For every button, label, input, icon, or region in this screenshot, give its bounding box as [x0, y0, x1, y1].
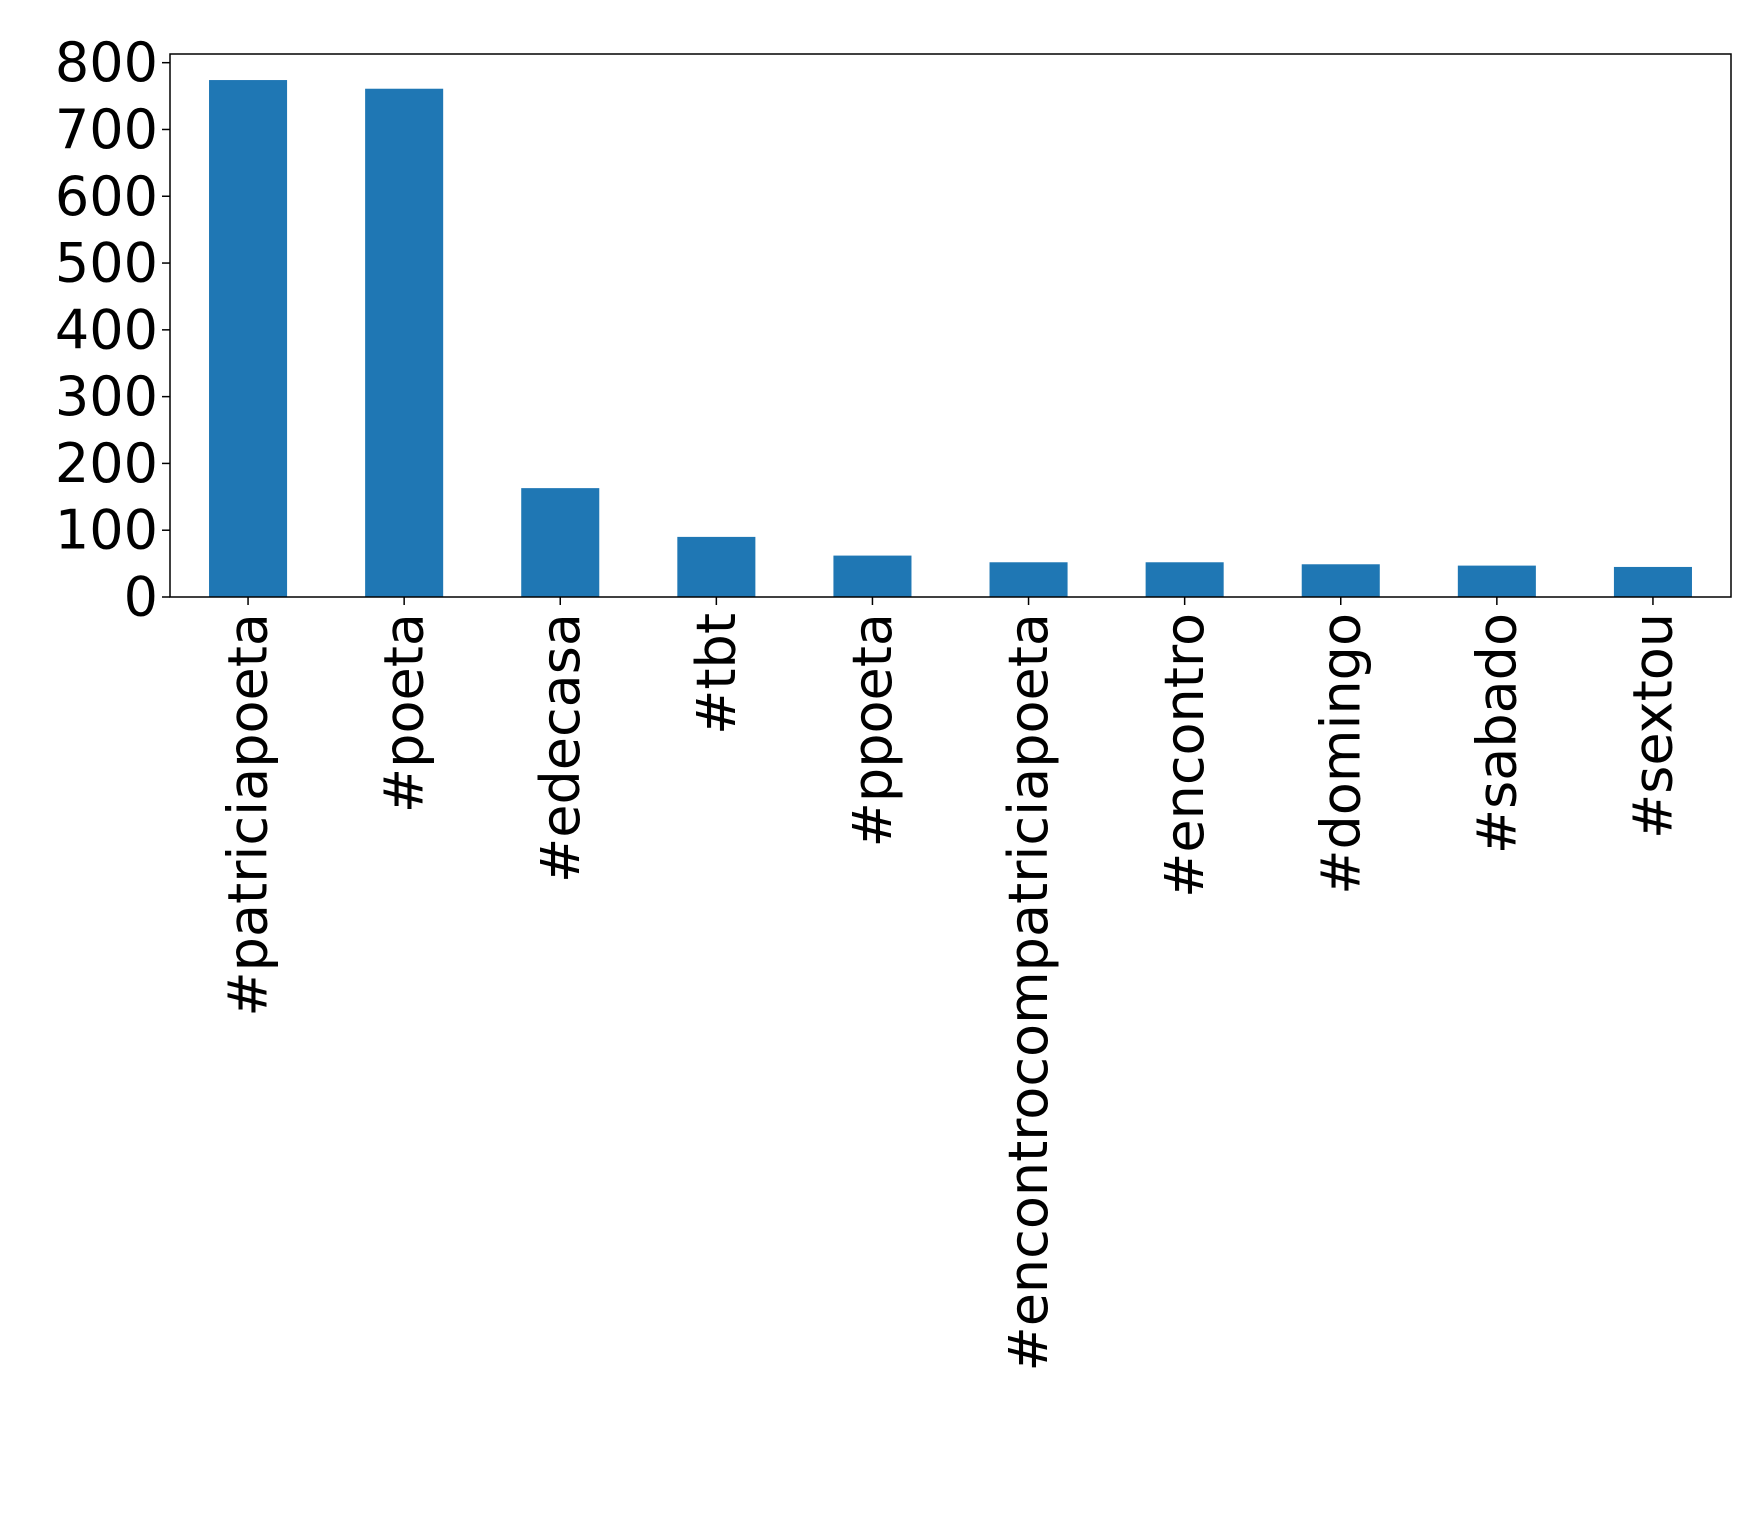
x-tick-label: #ppoeta — [841, 613, 904, 847]
bars-layer — [209, 80, 1692, 598]
bar-sextou — [1613, 566, 1692, 597]
x-axis: #patriciapoeta #poeta #edecasa #tbt #ppoeta #… — [217, 597, 1684, 1372]
bar-patriciapoeta — [209, 80, 288, 597]
y-tick-label: 300 — [55, 365, 158, 428]
bar-poeta — [365, 88, 444, 598]
x-tick-label: #sextou — [1621, 613, 1684, 839]
y-tick-label: 400 — [55, 298, 158, 361]
y-tick-label: 700 — [55, 98, 158, 161]
x-tick-label: #edecasa — [529, 613, 592, 883]
x-tick-label: #encontrocompatriciapoeta — [997, 613, 1060, 1372]
bar-encontro — [1145, 562, 1224, 597]
x-tick-label: #poeta — [373, 613, 436, 813]
y-tick-label: 100 — [55, 499, 158, 562]
x-tick-label: #domingo — [1309, 613, 1372, 895]
bar-tbt — [677, 536, 756, 597]
x-tick-label: #tbt — [685, 613, 748, 735]
bar-edecasa — [521, 488, 600, 597]
y-tick-label: 200 — [55, 432, 158, 495]
y-tick-label: 0 — [124, 566, 158, 629]
bar-sabado — [1457, 565, 1536, 597]
bar-encontrocompatriciapoeta — [989, 562, 1068, 597]
x-tick-label: #sabado — [1465, 613, 1528, 854]
bar-ppoeta — [833, 555, 912, 597]
y-tick-label: 800 — [55, 31, 158, 94]
x-tick-label: #patriciapoeta — [217, 613, 280, 1017]
y-tick-label: 600 — [55, 165, 158, 228]
plot-frame — [169, 53, 1732, 598]
x-tick-label: #encontro — [1153, 613, 1216, 898]
y-tick-label: 500 — [55, 232, 158, 295]
bar-domingo — [1301, 564, 1380, 597]
